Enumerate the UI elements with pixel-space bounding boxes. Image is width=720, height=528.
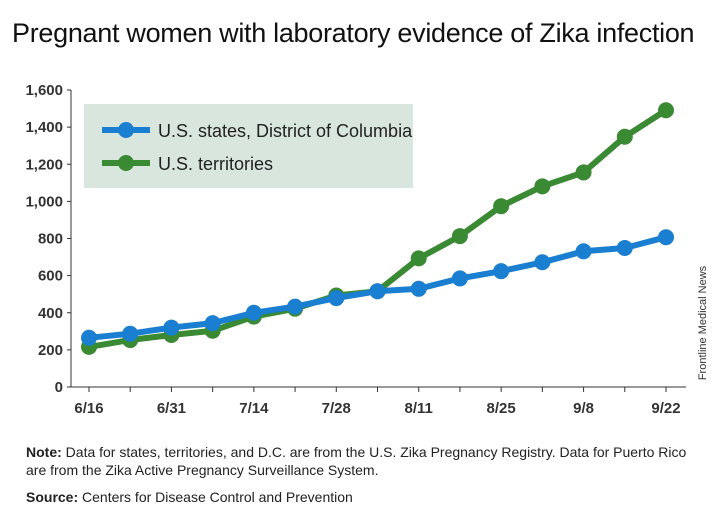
x-tick-label: 7/28 <box>322 400 351 417</box>
side-credit: Frontline Medical News <box>697 265 709 381</box>
y-tick-label: 1,200 <box>25 156 63 173</box>
data-point-us-states <box>451 270 468 287</box>
y-tick-label: 600 <box>38 268 63 285</box>
data-point-us-states <box>534 254 551 271</box>
y-tick-label: 800 <box>38 231 63 248</box>
data-point-us-territories <box>493 198 510 215</box>
axes: 0 200 400 600 800 1,000 1,200 1,400 1,600 6/16 6/3… <box>25 82 686 417</box>
x-tick-label: 9/8 <box>573 400 594 417</box>
data-point-us-states <box>204 315 221 332</box>
data-point-us-states <box>163 319 180 336</box>
x-tick-label: 8/11 <box>405 400 433 417</box>
data-point-us-states <box>369 283 386 300</box>
legend-label-us-states: U.S. states, District of Columbia <box>158 121 413 141</box>
data-point-us-states <box>410 280 427 297</box>
y-tick-label: 1,400 <box>25 119 63 136</box>
x-tick-label: 6/31 <box>157 400 186 417</box>
y-tick-label: 400 <box>38 305 63 322</box>
legend: U.S. states, District of Columbia U.S. t… <box>84 104 413 188</box>
y-tick-label: 1,600 <box>25 82 63 99</box>
data-point-us-states <box>658 229 674 246</box>
chart-title: Pregnant women with laboratory evidence … <box>12 18 695 48</box>
data-point-us-states <box>328 290 345 307</box>
data-point-us-territories <box>534 178 551 195</box>
data-point-us-states <box>575 243 592 260</box>
x-tick-label: 7/14 <box>239 400 269 417</box>
data-point-us-states <box>81 329 97 346</box>
data-point-us-states <box>245 304 262 321</box>
note-label: Note: <box>26 444 62 460</box>
source-label: Source: <box>26 489 79 505</box>
data-point-us-territories <box>658 102 674 119</box>
data-point-us-states <box>616 239 633 256</box>
y-tick-label: 1,000 <box>25 193 63 210</box>
series-layer <box>81 102 674 355</box>
legend-swatch-marker-blue <box>118 122 134 138</box>
note-text: Data for states, territories, and D.C. a… <box>26 444 687 478</box>
x-tick-label: 9/22 <box>651 400 680 417</box>
data-point-us-states <box>122 325 139 342</box>
x-tick-label: 8/25 <box>487 400 516 417</box>
legend-label-us-territories: U.S. territories <box>158 154 273 174</box>
data-point-us-states <box>493 263 510 280</box>
data-point-us-territories <box>616 128 633 145</box>
y-tick-label: 200 <box>38 342 63 359</box>
y-tick-label: 0 <box>55 379 63 396</box>
source-text: Centers for Disease Control and Preventi… <box>78 489 353 505</box>
data-point-us-territories <box>410 250 427 267</box>
data-point-us-territories <box>451 228 468 245</box>
legend-background <box>84 104 413 188</box>
data-point-us-territories <box>575 164 592 181</box>
legend-swatch-marker-green <box>118 155 134 171</box>
source: Source: Centers for Disease Control and … <box>26 489 353 505</box>
data-point-us-states <box>287 298 304 315</box>
note: Note: Data for states, territories, and … <box>26 443 696 479</box>
x-tick-label: 6/16 <box>74 400 103 417</box>
line-chart: 0 200 400 600 800 1,000 1,200 1,400 1,600 6/16 6/3… <box>25 82 686 417</box>
